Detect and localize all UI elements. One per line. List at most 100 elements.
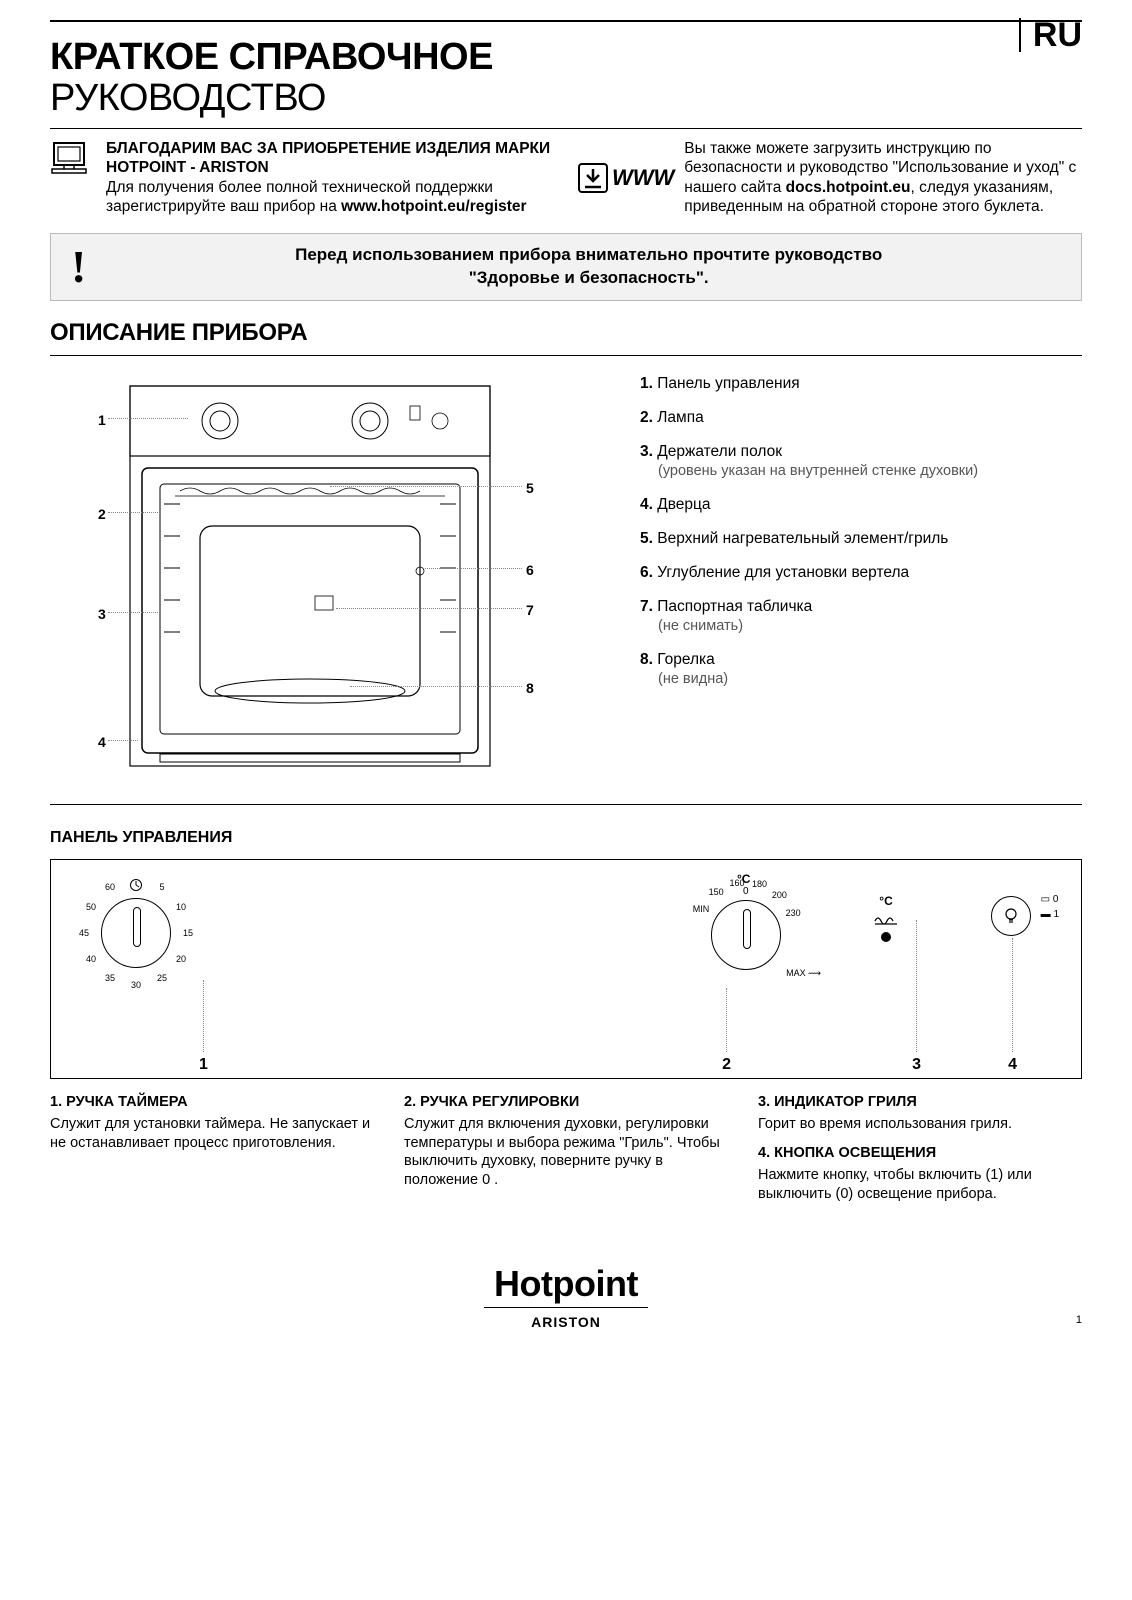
legend-list: 1. Панель управления 2. Лампа 3. Держате… xyxy=(640,366,1082,704)
temp-tick: 200 xyxy=(772,890,787,900)
temp-knob xyxy=(711,900,781,970)
leader-line xyxy=(108,740,138,741)
light-button xyxy=(991,896,1031,936)
computer-icon xyxy=(50,139,94,217)
callout-1: 1 xyxy=(98,412,106,428)
legend-item: 3. Держатели полок(уровень указан на вну… xyxy=(640,442,1082,481)
section-description-heading: ОПИСАНИЕ ПРИБОРА xyxy=(50,319,1082,347)
leader-line xyxy=(350,686,522,687)
temp-tick: 230 xyxy=(786,908,801,918)
temp-tick: MIN xyxy=(693,904,710,914)
rule xyxy=(50,128,1082,129)
footer: Hotpoint ARISTON 1 xyxy=(50,1263,1082,1330)
panel-callout-4: 4 xyxy=(1008,1056,1017,1074)
intro-right: WWW Вы также можете загрузить инструкцию… xyxy=(576,139,1082,217)
brand-logo: Hotpoint xyxy=(484,1263,648,1308)
control-col-2: 2. РУЧКА РЕГУЛИРОВКИ Служит для включени… xyxy=(404,1093,728,1204)
leader-line xyxy=(726,988,727,1052)
leader-line xyxy=(1012,938,1013,1052)
timer-tick: 5 xyxy=(159,882,164,892)
safety-box: ! Перед использованием прибора вниматель… xyxy=(50,233,1082,301)
clock-icon xyxy=(129,878,143,892)
subbrand: ARISTON xyxy=(50,1314,1082,1330)
temp-tick: 160 xyxy=(729,878,744,888)
leader-line xyxy=(108,418,188,419)
c3-title: 3. ИНДИКАТОР ГРИЛЯ xyxy=(758,1093,1082,1112)
grill-icon xyxy=(873,912,899,926)
timer-knob xyxy=(101,898,171,968)
control-panel-heading: ПАНЕЛЬ УПРАВЛЕНИЯ xyxy=(50,829,1082,847)
callout-4: 4 xyxy=(98,734,106,750)
description-area: 1 2 3 4 5 6 7 8 1. Панель управления 2. … xyxy=(50,366,1082,786)
timer-tick: 15 xyxy=(183,928,193,938)
legend-item: 1. Панель управления xyxy=(640,374,1082,394)
leader-line xyxy=(330,486,522,487)
thanks-line: БЛАГОДАРИМ ВАС ЗА ПРИОБРЕТЕНИЕ ИЗДЕЛИЯ М… xyxy=(106,140,550,176)
leader-line xyxy=(422,568,522,569)
temp-tick: 180 xyxy=(752,879,767,889)
leader-line xyxy=(108,612,158,613)
legend-item: 5. Верхний нагревательный элемент/гриль xyxy=(640,529,1082,549)
c2-title: 2. РУЧКА РЕГУЛИРОВКИ xyxy=(404,1093,728,1112)
oven-svg xyxy=(120,376,500,776)
timer-tick: 10 xyxy=(176,902,186,912)
www-label: WWW xyxy=(612,164,674,192)
leader-line xyxy=(336,608,522,609)
legend-item: 2. Лампа xyxy=(640,408,1082,428)
leader-line xyxy=(108,512,158,513)
timer-knob-group: 510152025303540455060 xyxy=(101,898,171,968)
register-url: www.hotpoint.eu/register xyxy=(341,198,526,215)
grill-unit: °C xyxy=(871,894,901,908)
download-icon: WWW xyxy=(576,139,674,217)
grill-indicator-group: °C xyxy=(871,894,901,942)
callout-6: 6 xyxy=(526,562,534,578)
timer-tick: 40 xyxy=(86,954,96,964)
right-cluster: °C 0 MIN150160180200230 MAX ⟿ °C ▭ 0 ▬ xyxy=(711,888,1031,970)
c2-body: Служит для включения духовки, регулировк… xyxy=(404,1116,720,1188)
leader-line xyxy=(203,980,204,1052)
title-line-2: РУКОВОДСТВО xyxy=(50,77,1082,120)
timer-tick: 25 xyxy=(157,973,167,983)
leader-line xyxy=(916,920,917,1052)
legend-item: 7. Паспортная табличка(не снимать) xyxy=(640,597,1082,636)
intro-left-text: БЛАГОДАРИМ ВАС ЗА ПРИОБРЕТЕНИЕ ИЗДЕЛИЯ М… xyxy=(106,139,556,217)
intro-row: БЛАГОДАРИМ ВАС ЗА ПРИОБРЕТЕНИЕ ИЗДЕЛИЯ М… xyxy=(50,139,1082,217)
title-line-1: КРАТКОЕ СПРАВОЧНОЕ xyxy=(50,36,1082,79)
c1-title: 1. РУЧКА ТАЙМЕРА xyxy=(50,1093,374,1112)
temp-max: MAX ⟿ xyxy=(786,968,821,979)
callout-8: 8 xyxy=(526,680,534,696)
panel-callout-3: 3 xyxy=(912,1056,921,1074)
timer-tick: 45 xyxy=(79,928,89,938)
bulb-icon xyxy=(1003,906,1019,926)
legend-item: 6. Углубление для установки вертела xyxy=(640,563,1082,583)
intro-right-text: Вы также можете загрузить инструкцию по … xyxy=(684,139,1082,217)
control-col-1: 1. РУЧКА ТАЙМЕРА Служит для установки та… xyxy=(50,1093,374,1204)
legend-item: 4. Дверца xyxy=(640,495,1082,515)
callout-2: 2 xyxy=(98,506,106,522)
timer-tick: 60 xyxy=(105,882,115,892)
light-button-group: ▭ 0 ▬ 1 xyxy=(991,896,1031,936)
timer-tick: 20 xyxy=(176,954,186,964)
top-rule: RU xyxy=(50,20,1082,22)
c1-body: Служит для установки таймера. Не запуска… xyxy=(50,1116,370,1151)
rule xyxy=(50,804,1082,805)
safety-line-2: "Здоровье и безопасность". xyxy=(469,268,709,287)
temp-tick: 150 xyxy=(709,887,724,897)
temp-knob-group: °C 0 MIN150160180200230 MAX ⟿ xyxy=(711,888,781,970)
exclamation-icon: ! xyxy=(71,244,86,290)
intro-left: БЛАГОДАРИМ ВАС ЗА ПРИОБРЕТЕНИЕ ИЗДЕЛИЯ М… xyxy=(50,139,556,217)
light-states: ▭ 0 ▬ 1 xyxy=(1041,892,1059,922)
c4-body: Нажмите кнопку, чтобы включить (1) или в… xyxy=(758,1167,1032,1202)
panel-callout-1: 1 xyxy=(199,1056,208,1074)
language-tag: RU xyxy=(1019,18,1082,52)
safety-line-1: Перед использованием прибора внимательно… xyxy=(295,245,882,264)
callout-5: 5 xyxy=(526,480,534,496)
page-number: 1 xyxy=(1076,1314,1082,1326)
panel-callout-2: 2 xyxy=(722,1056,731,1074)
rule xyxy=(50,355,1082,356)
c3-body: Горит во время использования гриля. xyxy=(758,1116,1012,1132)
control-col-34: 3. ИНДИКАТОР ГРИЛЯ Горит во время исполь… xyxy=(758,1093,1082,1204)
oven-diagram: 1 2 3 4 5 6 7 8 xyxy=(50,366,600,786)
timer-tick: 35 xyxy=(105,973,115,983)
callout-7: 7 xyxy=(526,602,534,618)
